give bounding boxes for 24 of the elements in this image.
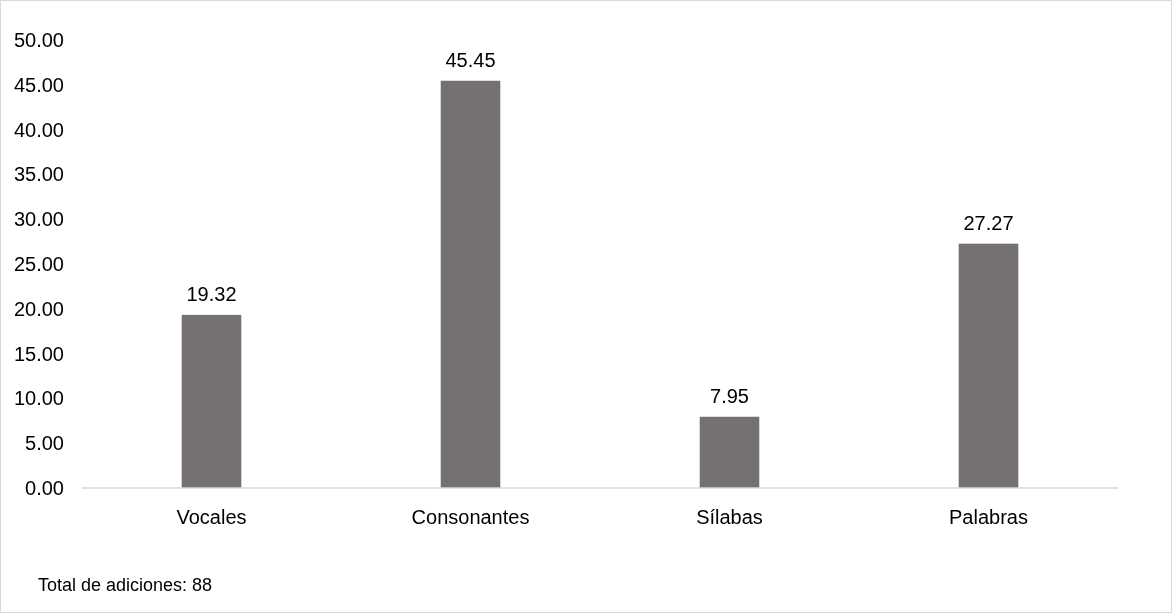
bar: [440, 80, 501, 488]
y-tick-label: 35.00: [13, 163, 64, 186]
x-tick-label: Sílabas: [696, 506, 763, 528]
y-tick-label: 10.00: [13, 387, 64, 410]
text: Total de adiciones: 88: [38, 575, 213, 595]
data-label: 27.27: [963, 211, 1014, 234]
x-tick-label: Vocales: [176, 506, 247, 528]
y-tick-label: 0.00: [25, 477, 64, 499]
y-tick-label: 20.00: [13, 297, 64, 320]
bar: [181, 314, 242, 488]
y-tick-label: 25.00: [13, 253, 64, 275]
data-label: 19.32: [186, 282, 237, 305]
data-label: 45.45: [445, 48, 496, 71]
y-tick-label: 45.00: [13, 73, 64, 96]
x-tick-label: Consonantes: [411, 506, 530, 528]
y-tick-label: 40.00: [13, 118, 64, 141]
y-tick-label: 30.00: [13, 208, 64, 231]
data-label: 7.95: [710, 384, 749, 407]
y-tick-label: 15.00: [13, 342, 64, 365]
bar: [958, 243, 1019, 488]
x-tick-label: Palabras: [949, 506, 1028, 528]
y-tick-label: 5.00: [25, 432, 64, 455]
y-tick-label: 50.00: [13, 29, 64, 51]
bar: [699, 416, 760, 488]
